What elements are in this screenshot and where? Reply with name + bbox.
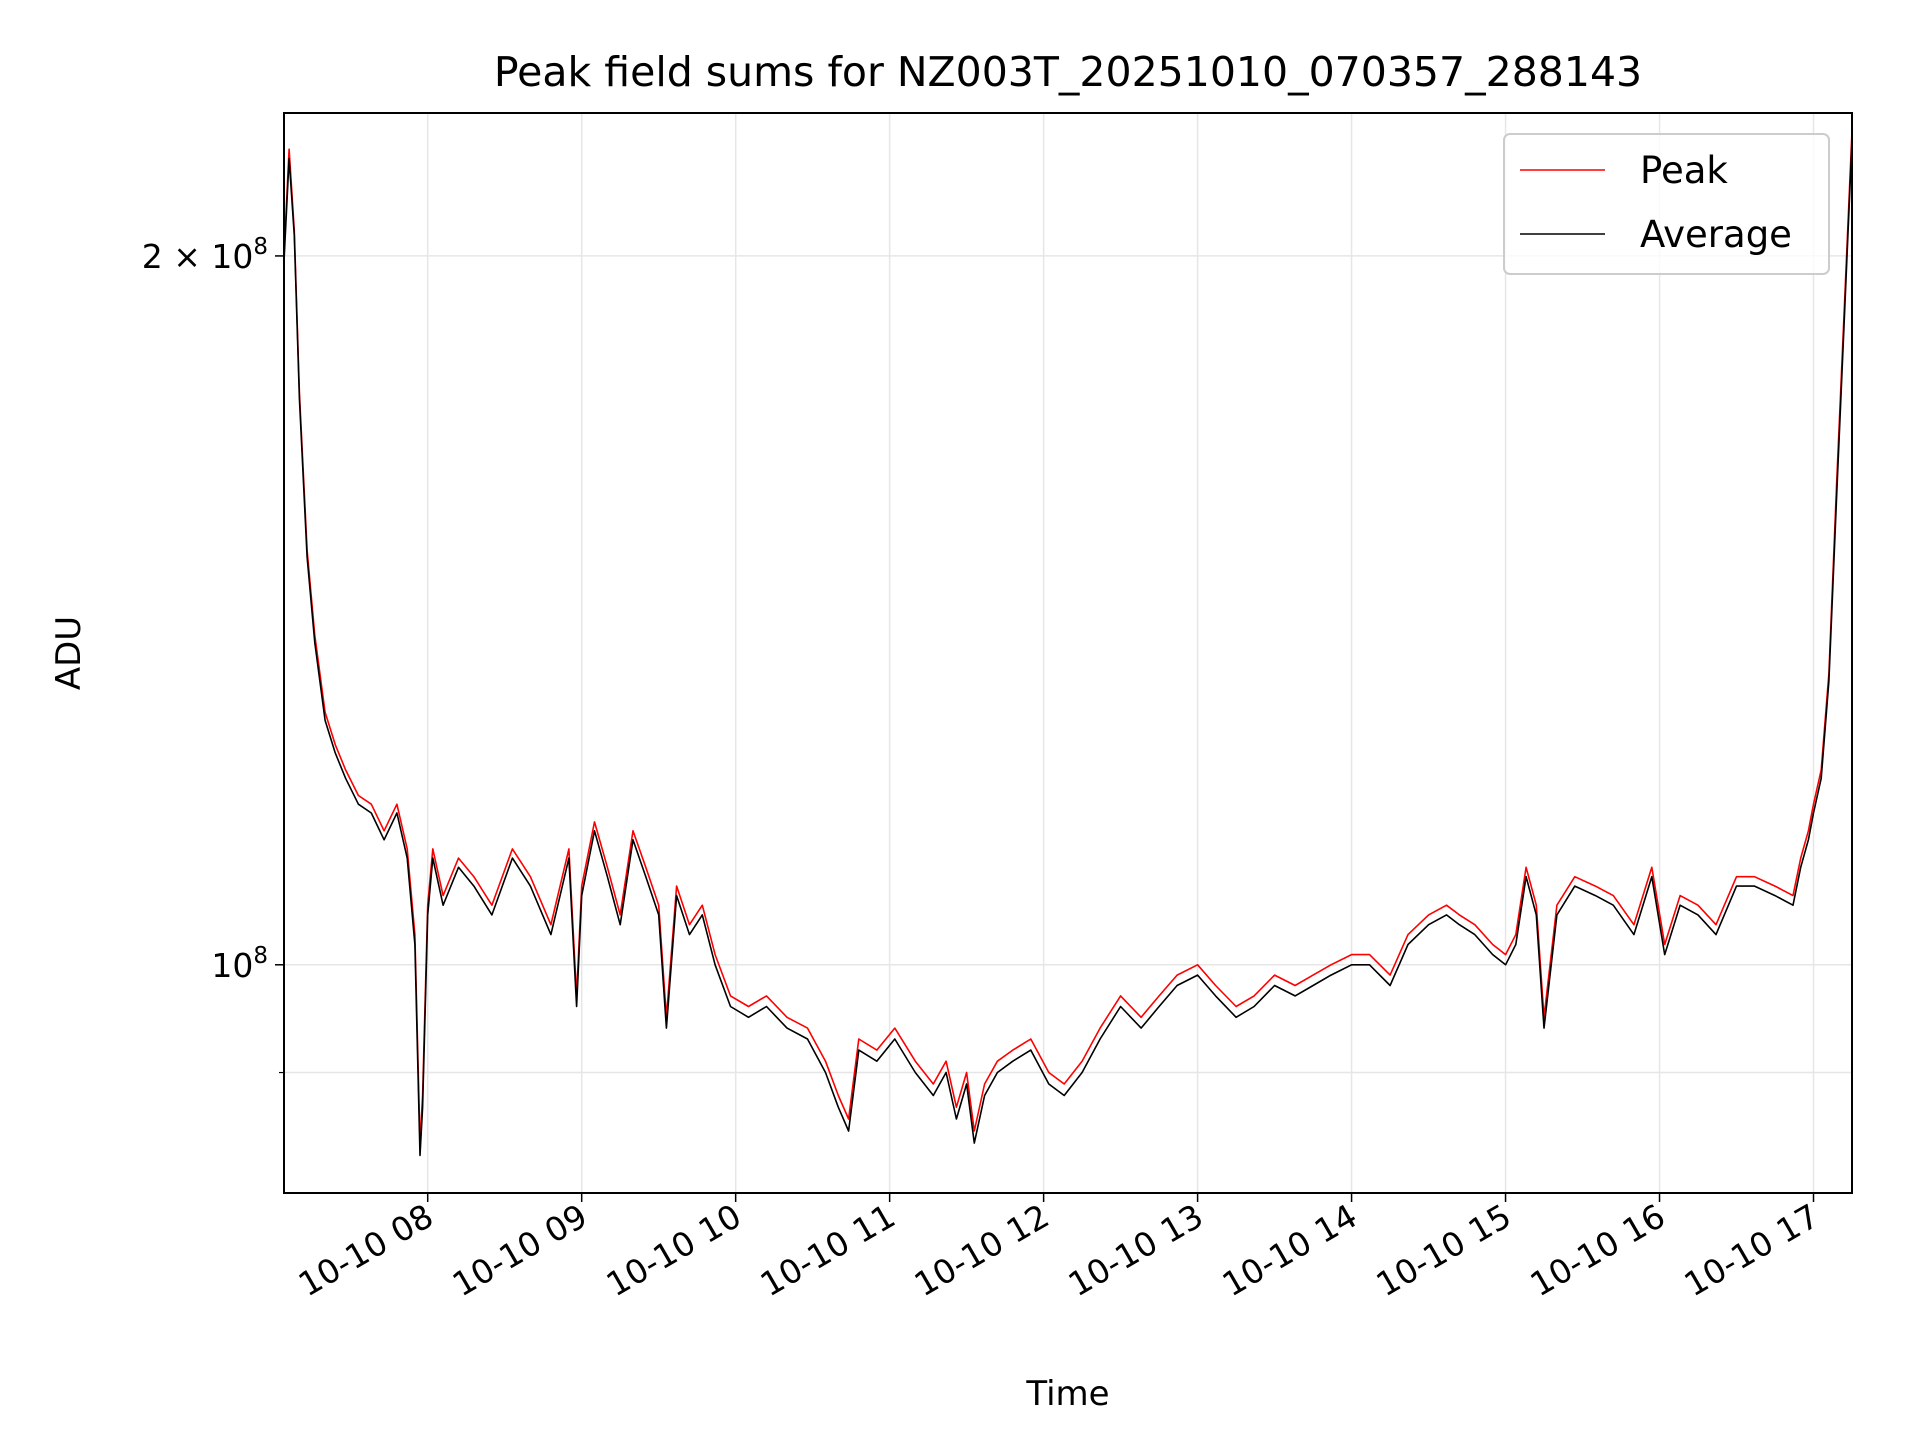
y-tick-label: 2 × 108 [142,234,268,276]
legend: Peak Average [1503,133,1830,275]
series-line-average [284,139,1852,1157]
chart-title: Peak field sums for NZ003T_20251010_0703… [494,48,1642,96]
legend-box [1503,133,1830,275]
y-axis-label: ADU [49,616,89,690]
series-group [284,130,1852,1157]
y-tick-label: 108 [211,943,268,985]
y-tick-label-base: 10 [211,946,253,985]
x-axis-label: Time [1025,1374,1109,1414]
plot-frame [283,112,1853,1194]
y-tick-label-exponent: 8 [253,234,268,260]
series-line-peak [284,130,1852,1144]
grid [284,113,1852,1193]
legend-label-peak: Peak [1640,149,1728,192]
y-tick-label-exponent: 8 [253,943,268,969]
legend-label-average: Average [1640,213,1792,256]
y-tick-label-base: 2 × 10 [142,237,254,276]
